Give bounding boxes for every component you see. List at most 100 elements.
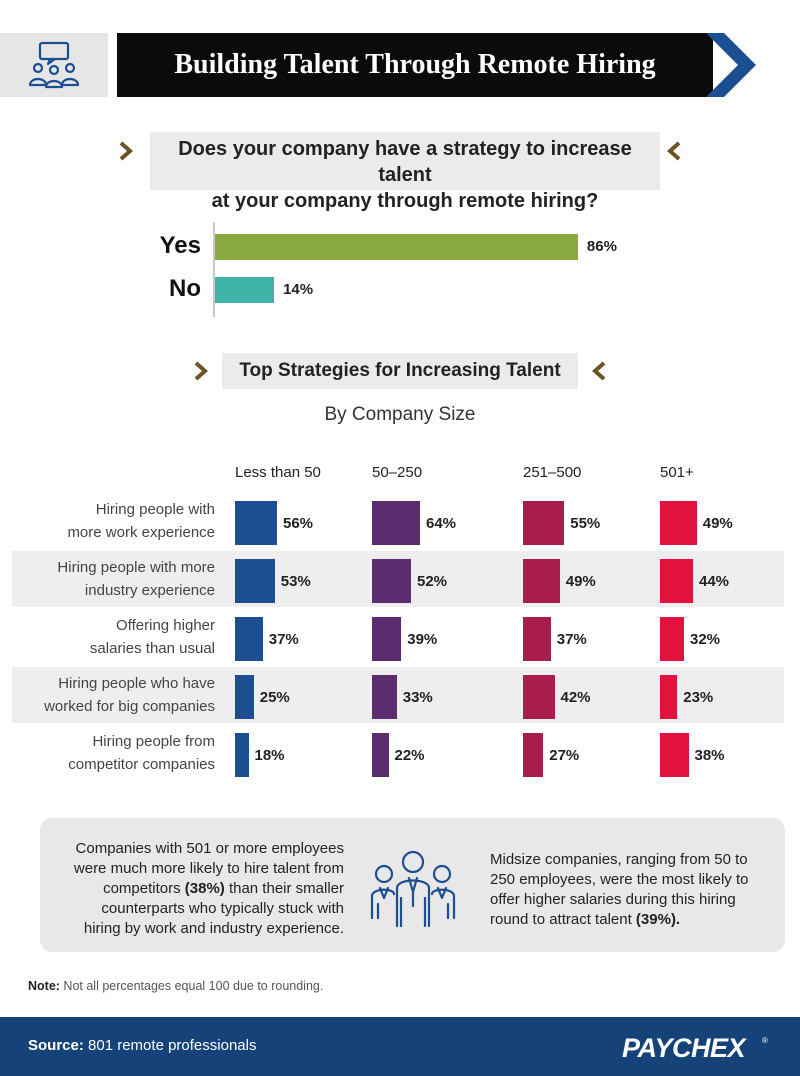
callout-text: Midsize companies, ranging from 50 to: [490, 851, 748, 868]
size-bar: [523, 617, 551, 661]
callout-line: were much more likely to hire talent fro…: [62, 859, 344, 879]
size-bar: [372, 617, 402, 661]
chevron-left-icon: [666, 141, 681, 161]
section-title: Top Strategies for Increasing Talent: [239, 360, 561, 381]
header-bar: Building Talent Through Remote Hiring: [117, 33, 713, 97]
footer: Source: 801 remote professionals PAYCHEX…: [0, 1017, 800, 1076]
source: Source: 801 remote professionals: [28, 1037, 256, 1054]
section-subtitle: By Company Size: [324, 404, 476, 425]
size-bar: [660, 559, 693, 603]
yn-value-no: 14%: [283, 281, 314, 298]
note: Note: Not all percentages equal 100 due …: [28, 979, 323, 993]
size-bar-value: 55%: [570, 515, 601, 532]
callout-line: competitors (38%) than their smaller: [62, 879, 344, 899]
chevron-right-icon: [194, 361, 209, 381]
svg-text:®: ®: [762, 1036, 768, 1045]
svg-text:PAYCHEX: PAYCHEX: [622, 1033, 748, 1063]
row-label-line: Hiring people from: [92, 733, 215, 750]
size-bar: [372, 733, 389, 777]
callout-line: Companies with 501 or more employees: [62, 839, 344, 859]
row-label-line: Hiring people with: [95, 501, 215, 518]
source-label: Source:: [28, 1037, 84, 1054]
row-label-line: competitor companies: [68, 756, 215, 773]
callout-line: 250 employees, were the most likely to: [490, 870, 770, 890]
note-label: Note:: [28, 979, 60, 993]
size-bar-value: 32%: [690, 631, 721, 648]
row-label: Hiring people who have worked for big com…: [20, 672, 215, 718]
column-header: 50–250: [372, 464, 423, 481]
row-label-line: Offering higher: [116, 617, 215, 634]
size-bar-value: 44%: [699, 573, 730, 590]
callout-line: offer higher salaries during this hiring: [490, 890, 770, 910]
yn-bar-yes: [215, 234, 578, 260]
size-bar-value: 42%: [560, 689, 591, 706]
row-label: Hiring people with more industry experien…: [20, 556, 215, 602]
size-bar: [523, 559, 560, 603]
callout-line: counterparts who typically stuck with: [62, 899, 344, 919]
callout-emphasis: (38%): [184, 880, 225, 897]
size-bar: [235, 733, 249, 777]
row-band: [12, 667, 784, 723]
yn-bar-no: [215, 277, 275, 303]
size-bar: [235, 501, 277, 545]
size-bar-value: 49%: [565, 573, 596, 590]
size-bar-value: 53%: [280, 573, 311, 590]
question-box: [150, 132, 660, 190]
size-bar: [660, 675, 678, 719]
callout-text: competitors: [103, 880, 185, 897]
callout-text: counterparts who typically stuck with: [101, 900, 344, 917]
size-bar: [372, 675, 397, 719]
size-bar: [235, 559, 275, 603]
chevron-left-icon: [591, 361, 606, 381]
callout-text: than their smaller: [224, 880, 344, 897]
size-bar: [372, 559, 411, 603]
callout-line: hiring by work and industry experience.: [62, 919, 344, 939]
size-bar: [660, 733, 689, 777]
size-bar-value: 49%: [702, 515, 733, 532]
size-bar-value: 18%: [254, 747, 285, 764]
callout-left-text: Companies with 501 or more employees were…: [62, 839, 344, 939]
row-label-line: Hiring people with more: [57, 559, 215, 576]
section-title-box: [222, 353, 578, 389]
callout-text: hiring by work and industry experience.: [83, 920, 344, 937]
page-title: Building Talent Through Remote Hiring: [174, 49, 656, 80]
size-bar: [523, 675, 555, 719]
note-text: Not all percentages equal 100 due to rou…: [59, 979, 324, 993]
size-bar-value: 25%: [259, 689, 290, 706]
callout-box: [40, 818, 785, 952]
row-label: Hiring people from competitor companies: [20, 730, 215, 776]
size-bar: [372, 501, 420, 545]
column-header: 501+: [660, 464, 694, 481]
source-text: 801 remote professionals: [83, 1037, 257, 1054]
callout-text: round to attract talent: [490, 911, 636, 928]
question-line-2: at your company through remote hiring?: [211, 190, 599, 212]
column-header: Less than 50: [235, 464, 321, 481]
header-icon-box: [0, 33, 108, 97]
meeting-people-icon: [28, 41, 80, 89]
size-bar: [660, 617, 684, 661]
size-bar: [235, 675, 254, 719]
callout-text: Companies with 501 or more employees: [75, 840, 344, 857]
size-bar: [660, 501, 697, 545]
yn-value-yes: 86%: [586, 238, 617, 255]
yn-label-no: No: [169, 275, 201, 302]
size-bar-value: 37%: [268, 631, 299, 648]
row-label-line: Hiring people who have: [58, 675, 215, 692]
size-bar-value: 52%: [417, 573, 448, 590]
size-bar-value: 27%: [549, 747, 580, 764]
yn-label-yes: Yes: [159, 232, 201, 259]
size-bar: [235, 617, 263, 661]
callout-text: offer higher salaries during this hiring: [490, 891, 736, 908]
question-text: Does your company have a strategy to inc…: [150, 136, 660, 214]
yes-no-axis: [213, 222, 215, 317]
row-label-line: worked for big companies: [44, 698, 215, 715]
size-bar-value: 38%: [694, 747, 725, 764]
size-bar-value: 39%: [407, 631, 438, 648]
size-bar-value: 37%: [556, 631, 587, 648]
business-team-icon: [370, 850, 456, 928]
header-chevron-icon: [706, 33, 756, 97]
row-label-line: salaries than usual: [89, 640, 215, 657]
callout-line: round to attract talent (39%).: [490, 910, 770, 930]
size-bar-value: 22%: [394, 747, 425, 764]
row-label: Offering higher salaries than usual: [20, 614, 215, 660]
